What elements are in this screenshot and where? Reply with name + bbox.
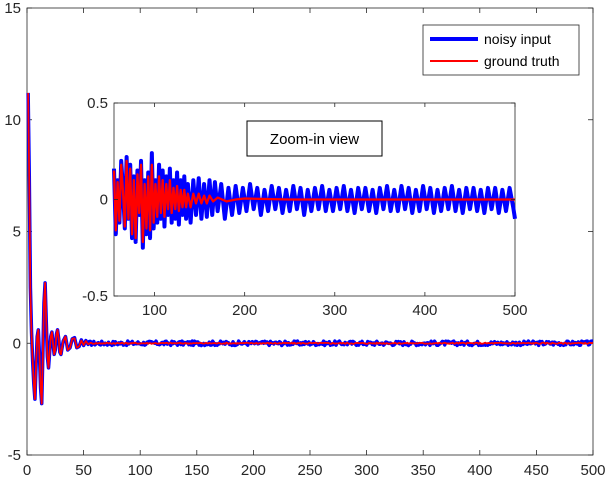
legend: noisy input ground truth: [422, 24, 580, 76]
inset-y-tick-label: -0.5: [82, 288, 108, 305]
main-x-tick-label: 500: [580, 462, 605, 479]
main-x-tick-label: 200: [241, 462, 266, 479]
main-y-tick-label: -5: [8, 447, 21, 464]
main-x-tick-label: 400: [467, 462, 492, 479]
main-x-tick-label: 350: [411, 462, 436, 479]
zoom-annotation-label: Zoom-in view: [270, 131, 359, 148]
main-x-tick-label: 100: [128, 462, 153, 479]
main-series-ground-truth: [27, 92, 594, 405]
main-x-tick-label: 50: [75, 462, 92, 479]
inset-x-tick-label: 300: [322, 302, 347, 319]
main-x-tick-label: 250: [297, 462, 322, 479]
main-y-tick-label: 5: [13, 224, 21, 241]
inset-y-tick-label: 0: [100, 192, 108, 209]
main-x-tick-label: 300: [354, 462, 379, 479]
main-y-tick-label: 10: [4, 112, 21, 129]
main-y-tick-label: 0: [13, 335, 21, 352]
main-x-tick-label: 0: [23, 462, 31, 479]
legend-label-noisy-input: noisy input: [484, 31, 551, 47]
main-y-tick-label: 15: [4, 0, 21, 17]
inset-series-lines: [112, 151, 517, 250]
main-x-tick-label: 150: [184, 462, 209, 479]
main-series-lines: [26, 92, 594, 406]
legend-box: [422, 24, 580, 76]
inset-y-tick-label: 0.5: [87, 95, 108, 112]
inset-axis-ticks: 100 200 300 400 500 -0.5 0 0.5: [82, 95, 527, 319]
inset-x-tick-label: 400: [412, 302, 437, 319]
zoom-annotation-box: [246, 120, 383, 157]
inset-x-tick-label: 100: [142, 302, 167, 319]
legend-label-ground-truth: ground truth: [484, 53, 560, 69]
inset-series-ground-truth: [112, 159, 515, 244]
main-x-tick-label: 450: [524, 462, 549, 479]
inset-x-tick-label: 500: [502, 302, 527, 319]
inset-x-tick-label: 200: [232, 302, 257, 319]
